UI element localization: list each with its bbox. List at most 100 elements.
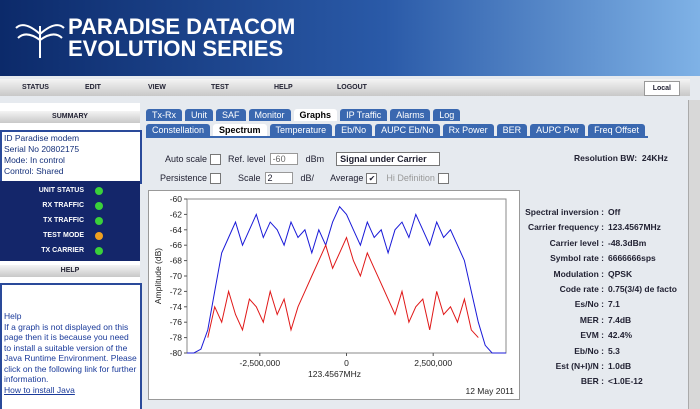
info-row: Modulation :QPSK [520,267,688,282]
y-tick-label: -60 [170,194,183,204]
brand-line: EVOLUTION SERIES [68,38,283,60]
status-row: TX CARRIER [0,245,140,257]
info-value: 1.0dB [608,359,631,374]
tab[interactable]: Unit [185,109,213,121]
status-label: TX CARRIER [41,245,84,257]
scrollbar[interactable] [688,100,700,409]
info-label: Carrier frequency : [520,220,604,235]
info-label: Symbol rate : [520,251,604,266]
input: -60 [270,153,298,165]
label: Scale [238,173,261,183]
status-led [95,217,103,225]
label: Ref. level [228,154,266,164]
tab[interactable]: Constellation [146,124,210,136]
status-label: RX TRAFFIC [42,200,84,212]
tab[interactable]: Log [433,109,460,121]
status-row: TX TRAFFIC [0,215,140,227]
tab[interactable]: AUPC Pwr [530,124,585,136]
tab[interactable]: Eb/No [335,124,372,136]
info-row: BER :<1.0E-12 [520,374,688,389]
status-row: RX TRAFFIC [0,200,140,212]
info-value: 7.4dB [608,313,631,328]
tab[interactable]: Monitor [249,109,291,121]
label: Auto scale [165,154,207,164]
checkbox[interactable]: ✔ [366,173,377,184]
info-row: Carrier frequency : 123.4567MHz [520,220,688,235]
help-header: HELP [0,265,140,277]
x-tick-label: -2,500,000 [239,358,280,368]
tab[interactable]: Spectrum [213,124,267,136]
help-link[interactable]: How to install Java [4,385,138,396]
nav-item[interactable]: EDIT [63,79,126,96]
info-label: Est (N+I)/N : [520,359,604,374]
status-led [95,187,103,195]
status-label: TX TRAFFIC [43,215,84,227]
tab[interactable]: Alarms [390,109,430,121]
nav-item[interactable]: STATUS [0,79,63,96]
info-value: Off [608,205,620,220]
logo [14,14,66,62]
label: Hi Definition [386,173,435,183]
tab[interactable]: Graphs [294,109,338,121]
tab[interactable]: Rx Power [443,124,494,136]
label: Average [330,173,363,183]
tab[interactable]: SAF [216,109,246,121]
y-axis-label: Amplitude (dB) [153,248,163,304]
plot-area [187,199,506,353]
nav-item[interactable]: LOGOUT [315,79,395,96]
info-row: Spectral inversion : Off [520,205,688,220]
info-value: 0.75(3/4) de facto [608,282,677,297]
checkbox[interactable] [438,173,449,184]
tab[interactable]: BER [497,124,528,136]
spectrum-chart: -60-62-64-66-68-70-72-74-76-78-80-2,500,… [148,190,520,400]
nav-item[interactable]: HELP [252,79,315,96]
info-row: MER :7.4dB [520,313,688,328]
status-row: TEST MODE [0,230,140,242]
mode: Local [644,81,680,96]
y-tick-label: -74 [170,302,183,312]
info-row: Code rate : 0.75(3/4) de facto [520,282,688,297]
tab[interactable]: Freq Offset [588,124,645,136]
tab[interactable]: Tx-Rx [146,109,182,121]
info-line: Control: Shared [4,166,138,177]
checkbox[interactable] [210,173,221,184]
y-tick-label: -66 [170,240,183,250]
status-label: UNIT STATUS [39,185,84,197]
label: Resolution BW: [574,153,637,163]
x-axis-label: 123.4567MHz [308,369,361,379]
info-label: Spectral inversion : [520,205,604,220]
info-label: Code rate : [520,282,604,297]
status-label: TEST MODE [43,230,84,242]
select: Signal under Carrier [336,152,440,166]
info-value: 5.3 [608,344,620,359]
y-tick-label: -72 [170,286,183,296]
info-label: Es/No : [520,297,604,312]
resolution-bw: Resolution BW: 24KHz [574,153,668,163]
tab[interactable]: AUPC Eb/No [375,124,440,136]
info-value: QPSK [608,267,632,282]
y-tick-label: -78 [170,333,183,343]
status-led [95,202,103,210]
status-led [95,247,103,255]
info-row: EVM :42.4% [520,328,688,343]
info-value: 7.1 [608,297,620,312]
info-value: 123.4567MHz [608,220,661,235]
checkbox[interactable] [210,154,221,165]
date: 12 May 2011 [465,386,514,396]
info-value: -48.3dBm [608,236,646,251]
nav-item[interactable]: VIEW [126,79,189,96]
page: PARADISE DATACOM EVOLUTION SERIES STATUS… [0,0,700,409]
info-value: <1.0E-12 [608,374,643,389]
summary-header: SUMMARY [0,111,140,123]
tab[interactable]: IP Traffic [340,109,387,121]
info-label: EVM : [520,328,604,343]
nav-item[interactable]: TEST [189,79,252,96]
tab[interactable]: Temperature [270,124,333,136]
y-tick-label: -76 [170,317,183,327]
